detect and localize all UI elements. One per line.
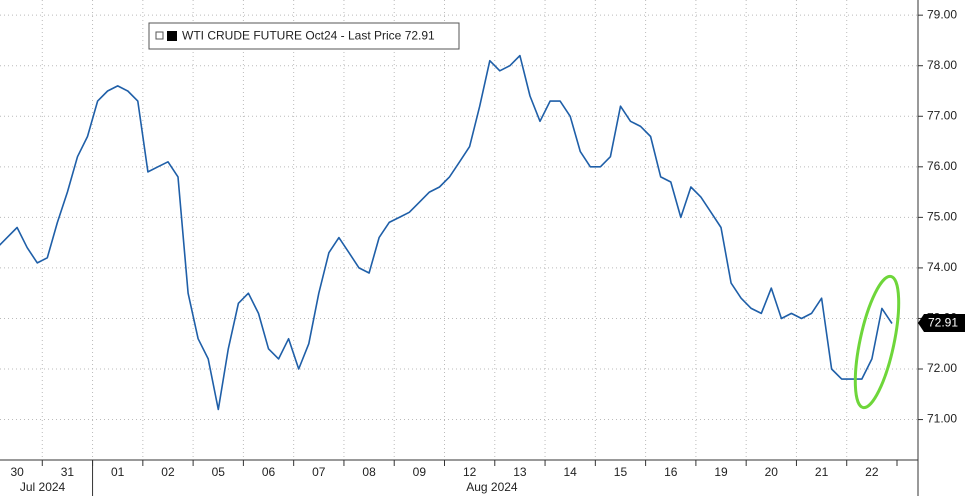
x-tick-label: 14 bbox=[564, 465, 578, 479]
plot bbox=[0, 54, 893, 411]
x-tick-label: 01 bbox=[111, 465, 125, 479]
x-tick-label: 22 bbox=[865, 465, 879, 479]
y-tick-label: 75.00 bbox=[927, 210, 957, 224]
x-tick-label: 08 bbox=[362, 465, 376, 479]
x-tick-label: 05 bbox=[212, 465, 226, 479]
legend-box bbox=[148, 22, 460, 50]
x-tick-label: 21 bbox=[815, 465, 829, 479]
legend-swatch bbox=[167, 31, 177, 41]
y-tick-label: 74.00 bbox=[927, 260, 957, 274]
month-label: Jul 2024 bbox=[20, 480, 66, 494]
last-price-label: 72.91 bbox=[928, 316, 958, 330]
month-label: Aug 2024 bbox=[466, 480, 518, 494]
x-tick-label: 12 bbox=[463, 465, 477, 479]
last-price-tag bbox=[918, 314, 965, 333]
y-tick-label: 77.00 bbox=[927, 108, 957, 122]
x-tick-label: 31 bbox=[61, 465, 75, 479]
x-tick-label: 20 bbox=[765, 465, 779, 479]
price-line bbox=[0, 54, 893, 411]
y-tick-label: 72.00 bbox=[927, 361, 957, 375]
y-tick-label: 71.00 bbox=[927, 412, 957, 426]
y-tick-label: 79.00 bbox=[927, 7, 957, 21]
x-tick-label: 06 bbox=[262, 465, 276, 479]
x-tick-label: 09 bbox=[413, 465, 427, 479]
x-tick-label: 07 bbox=[312, 465, 326, 479]
y-tick-label: 78.00 bbox=[927, 58, 957, 72]
legend-label: WTI CRUDE FUTURE Oct24 - Last Price 72.9… bbox=[182, 29, 435, 43]
x-tick-label: 16 bbox=[664, 465, 678, 479]
legend: WTI CRUDE FUTURE Oct24 - Last Price 72.9… bbox=[148, 22, 460, 50]
x-tick-label: 02 bbox=[161, 465, 175, 479]
legend-toggle bbox=[155, 31, 164, 40]
highlight-ellipse bbox=[853, 274, 901, 410]
grid bbox=[0, 0, 918, 460]
x-tick-label: 15 bbox=[614, 465, 628, 479]
x-tick-label: 19 bbox=[714, 465, 728, 479]
y-tick-label: 76.00 bbox=[927, 159, 957, 173]
x-tick-label: 30 bbox=[10, 465, 24, 479]
x-tick-label: 13 bbox=[513, 465, 527, 479]
